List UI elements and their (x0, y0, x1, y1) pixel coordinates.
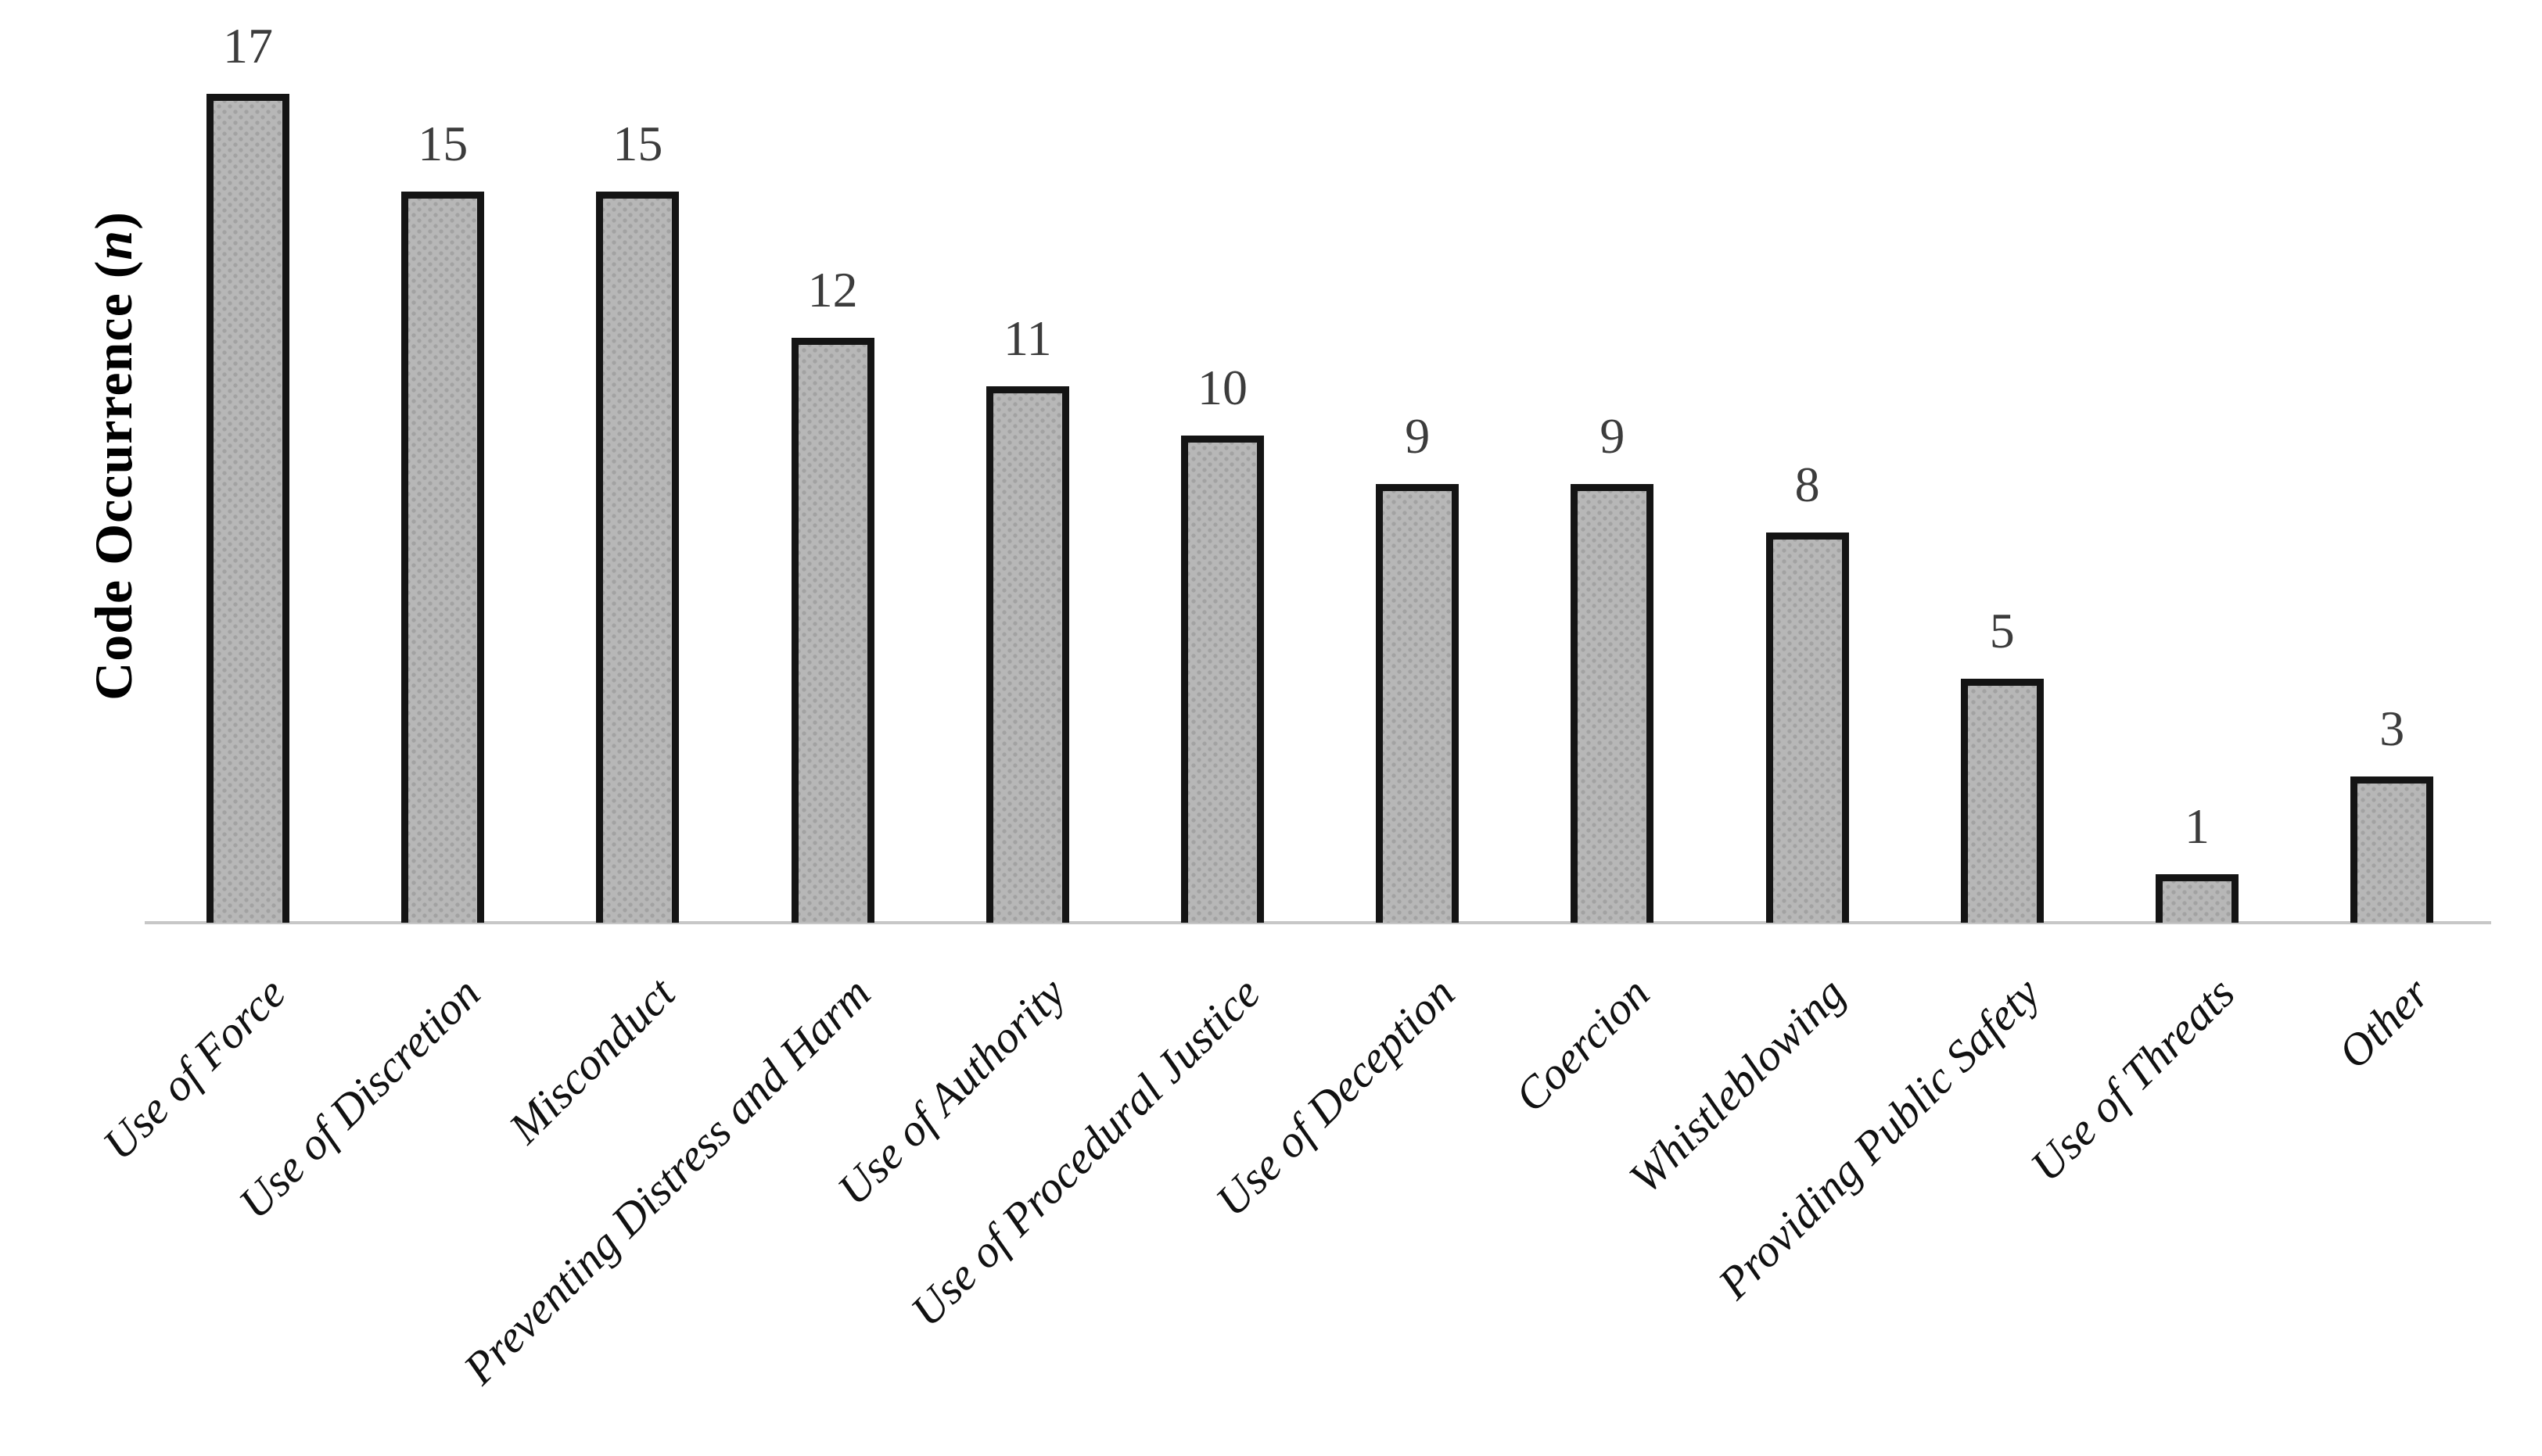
category-label-preventing-distress-and-harm: Preventing Distress and Harm (453, 967, 880, 1394)
category-label-use-of-procedural-justice: Use of Procedural Justice (900, 967, 1270, 1336)
value-label-providing-public-safety: 5 (1989, 603, 2015, 659)
bar-use-of-discretion (401, 191, 485, 923)
value-label-misconduct: 15 (612, 115, 663, 171)
category-label-use-of-threats: Use of Threats (2020, 967, 2245, 1192)
value-label-preventing-distress-and-harm: 12 (807, 261, 858, 317)
x-axis-line (145, 921, 2491, 924)
category-label-misconduct: Misconduct (499, 967, 685, 1153)
value-label-whistleblowing: 8 (1794, 457, 1820, 513)
bar-use-of-force (206, 94, 289, 923)
bar-preventing-distress-and-harm (791, 337, 874, 923)
bar-coercion (1571, 483, 1654, 923)
bar-whistleblowing (1765, 533, 1849, 923)
bar-use-of-deception (1376, 483, 1459, 923)
bar-other (2350, 776, 2434, 923)
value-label-use-of-force: 17 (223, 18, 273, 74)
bar-use-of-authority (986, 386, 1069, 923)
value-label-use-of-deception: 9 (1405, 407, 1431, 464)
value-label-other: 3 (2379, 700, 2405, 756)
bar-use-of-threats (2156, 873, 2239, 923)
value-label-use-of-threats: 1 (2185, 798, 2210, 854)
value-label-use-of-authority: 11 (1003, 310, 1052, 367)
category-label-providing-public-safety: Providing Public Safety (1707, 967, 2050, 1309)
value-label-coercion: 9 (1600, 407, 1625, 464)
category-label-use-of-force: Use of Force (92, 967, 296, 1170)
value-label-use-of-procedural-justice: 10 (1197, 359, 1248, 415)
bar-providing-public-safety (1960, 679, 2044, 923)
value-label-use-of-discretion: 15 (418, 115, 469, 171)
bar-use-of-procedural-justice (1181, 435, 1264, 923)
category-label-coercion: Coercion (1505, 967, 1660, 1122)
category-label-other: Other (2328, 967, 2440, 1078)
bar-misconduct (596, 191, 680, 923)
